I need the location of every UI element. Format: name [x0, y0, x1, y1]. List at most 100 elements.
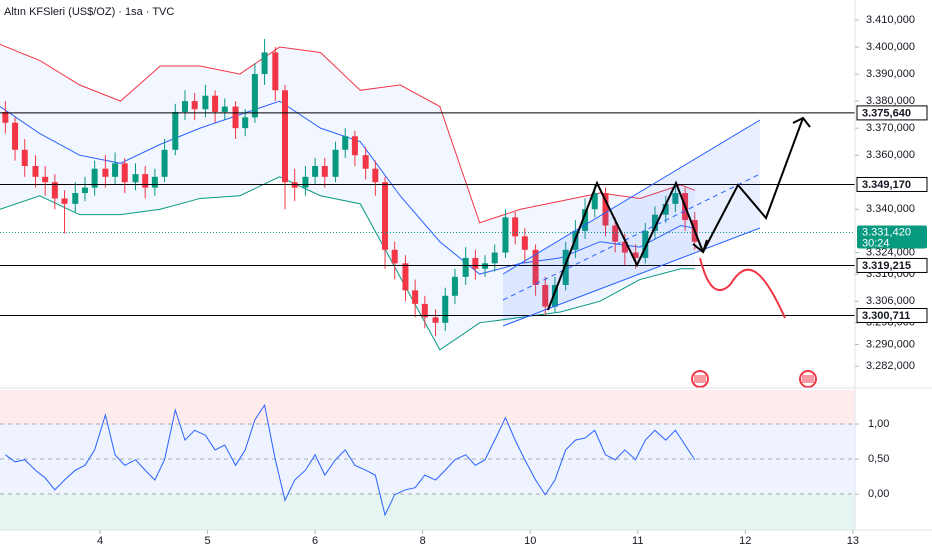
candle-body — [121, 163, 128, 183]
band-line — [0, 43, 695, 224]
y-tick-label: 3.340,000 — [866, 203, 915, 215]
candle-body — [591, 193, 598, 210]
x-tick-label: 10 — [524, 535, 536, 547]
candle-body — [462, 257, 469, 277]
candle-body — [161, 149, 168, 177]
candle-body — [342, 136, 349, 150]
candle-body — [532, 249, 539, 285]
candle-body — [312, 166, 319, 177]
candle-body — [472, 257, 479, 269]
candle-body — [202, 95, 209, 110]
channel-upper — [502, 119, 761, 275]
level-label: 3.300,711 — [862, 310, 910, 322]
candle-body — [102, 168, 109, 177]
candle-body — [642, 230, 649, 258]
candle-body — [151, 176, 158, 188]
candle-body — [551, 284, 558, 307]
y-tick-label: 3.306,000 — [866, 295, 915, 307]
candle-body — [602, 193, 609, 226]
candle-body — [542, 284, 549, 307]
candle-body — [382, 182, 389, 250]
candle-body — [421, 303, 428, 318]
candle-body — [242, 117, 249, 129]
candle-body — [621, 241, 628, 253]
y-tick-label: 3.290,000 — [866, 338, 915, 350]
candle-body — [332, 149, 339, 177]
y-tick-label: 0,50 — [868, 453, 889, 465]
candle-body — [632, 252, 639, 258]
last-price-box — [857, 225, 927, 249]
price-pane — [0, 38, 855, 351]
candle-body — [91, 168, 98, 188]
candle-body — [261, 52, 268, 75]
candle-body — [61, 198, 68, 204]
candle-body — [181, 101, 188, 112]
band-line — [0, 176, 695, 351]
candle-body — [362, 155, 369, 169]
last-price-label: 3.331,420 — [862, 226, 911, 238]
y-tick-label: 1,00 — [868, 418, 889, 430]
x-tick-label: 6 — [312, 535, 318, 547]
candle-body — [391, 249, 398, 264]
x-tick-label: 13 — [847, 535, 859, 547]
candle-body — [172, 111, 179, 150]
candle-body — [12, 122, 19, 150]
level-label: 3.349,170 — [862, 179, 911, 191]
oversold-zone — [0, 494, 855, 530]
x-tick-label: 5 — [205, 535, 211, 547]
candle-body — [612, 225, 619, 242]
x-tick-label: 12 — [739, 535, 751, 547]
candle-body — [2, 111, 9, 123]
level-label: 3.375,640 — [862, 107, 911, 119]
candle-body — [521, 236, 528, 250]
candle-body — [482, 263, 489, 269]
candle-body — [512, 217, 519, 237]
candle-body — [72, 193, 79, 204]
bear-path — [699, 257, 786, 319]
x-tick-label: 4 — [97, 535, 103, 547]
candle-body — [662, 203, 669, 215]
candle-body — [251, 74, 258, 118]
candle-body — [42, 176, 49, 183]
candle-body — [672, 193, 679, 204]
candle-body — [562, 249, 569, 285]
candle-body — [321, 166, 328, 177]
candle-body — [232, 106, 239, 129]
channel-lower — [502, 227, 761, 327]
drawings — [502, 116, 817, 388]
candle-body — [81, 187, 88, 194]
candle-body — [282, 90, 288, 183]
chart-title: Altın KFSleri (US$/OZ) · 1sa · TVC — [4, 6, 174, 18]
band-line — [0, 100, 695, 275]
zigzag — [547, 180, 704, 311]
overbought-zone — [0, 390, 855, 425]
level-label-box — [856, 257, 928, 273]
y-tick-label: 0,00 — [868, 488, 889, 500]
level-label: 3.319,215 — [862, 260, 911, 272]
y-tick-label: 3.324,000 — [866, 246, 915, 258]
y-tick-label: 3.360,000 — [866, 149, 915, 161]
candle-body — [351, 136, 358, 156]
candle-body — [412, 290, 419, 304]
x-tick-label: 8 — [420, 535, 426, 547]
channel-fill — [503, 120, 760, 326]
countdown: 30:24 — [862, 237, 890, 249]
candle-body — [132, 174, 139, 183]
candle-body — [432, 317, 439, 323]
candle-body — [212, 95, 219, 112]
y-tick-label: 3.282,000 — [866, 360, 915, 372]
candle-body — [142, 174, 149, 188]
candle-body — [402, 263, 409, 291]
y-tick-label: 3.410,000 — [866, 14, 915, 26]
oscillator-line — [5, 403, 696, 517]
y-tick-label: 3.390,000 — [866, 68, 915, 80]
event-icon — [799, 370, 817, 388]
candle-body — [21, 149, 28, 167]
oscillator-pane — [0, 390, 855, 530]
candle-body — [442, 295, 449, 323]
candle-body — [451, 276, 458, 296]
arrow-head — [792, 116, 811, 128]
candle-body — [221, 106, 228, 112]
